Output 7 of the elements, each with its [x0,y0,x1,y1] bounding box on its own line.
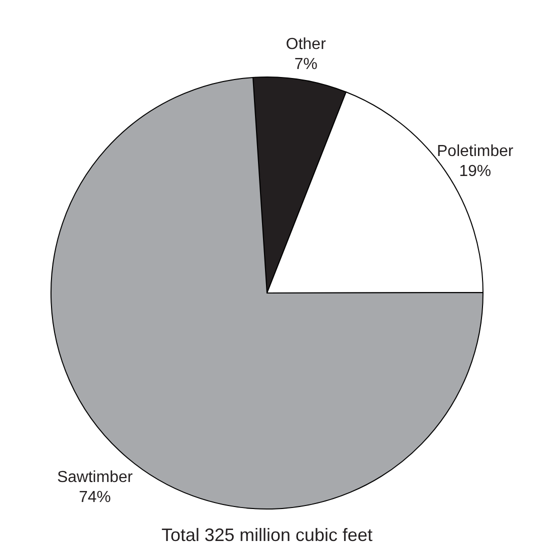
data-label: 74% [78,489,111,506]
data-label: 7% [294,56,318,74]
text: Total 325 million cubic feet [161,525,373,545]
slice-label: Poletimber [436,142,514,160]
data-label: 19% [459,162,492,180]
slice-label: Sawtimber [57,469,134,486]
slice-label: Other [286,36,327,54]
